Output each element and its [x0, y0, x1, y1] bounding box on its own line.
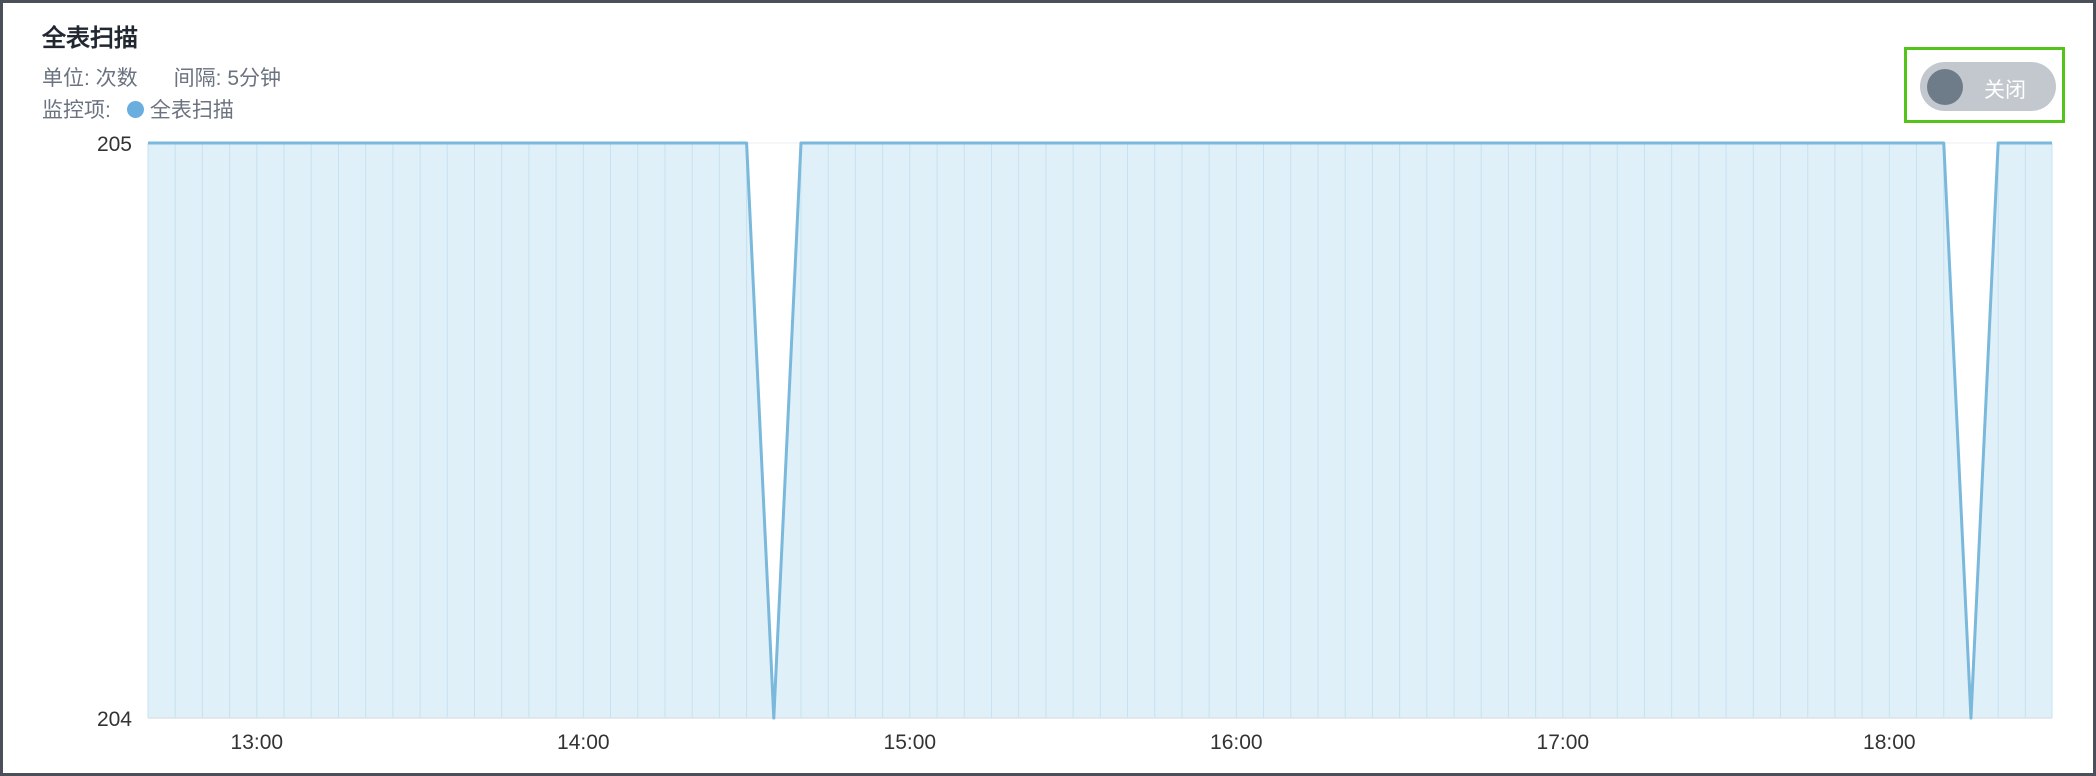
- x-tick-label: 14:00: [557, 731, 610, 754]
- toggle-label: 关闭: [1984, 79, 2026, 102]
- toggle-highlight: 关闭: [1904, 47, 2065, 123]
- x-tick-label: 13:00: [231, 731, 284, 754]
- y-tick-label: 205: [97, 133, 132, 156]
- panel-meta: 单位: 次数 间隔: 5分钟: [42, 62, 281, 92]
- unit-label: 单位: 次数: [42, 67, 138, 90]
- monitor-label: 监控项:: [42, 99, 111, 122]
- series-line: [148, 141, 2052, 720]
- x-tick-label: 18:00: [1863, 731, 1916, 754]
- panel-title: 全表扫描: [42, 25, 138, 52]
- interval-label: 间隔: 5分钟: [173, 67, 282, 90]
- x-tick-label: 15:00: [884, 731, 937, 754]
- y-tick-label: 204: [97, 708, 132, 731]
- x-tick-label: 17:00: [1537, 731, 1590, 754]
- toggle-knob: [1927, 69, 1963, 105]
- legend-dot-icon: [126, 100, 144, 118]
- legend: 监控项: 全表扫描: [42, 94, 234, 124]
- auto-refresh-toggle[interactable]: 关闭: [1920, 62, 2056, 111]
- legend-series-name[interactable]: 全表扫描: [149, 99, 234, 122]
- x-tick-label: 16:00: [1210, 731, 1263, 754]
